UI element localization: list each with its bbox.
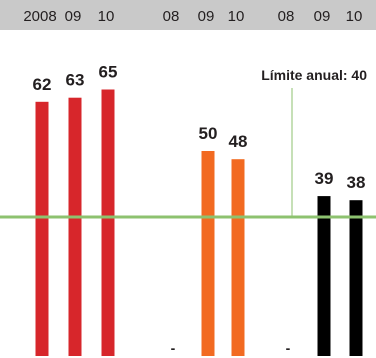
bar bbox=[35, 101, 49, 356]
bar bbox=[317, 196, 331, 356]
year-label: 10 bbox=[346, 8, 363, 25]
bar bbox=[101, 89, 115, 356]
year-label: 08 bbox=[278, 8, 295, 25]
bar bbox=[68, 97, 82, 356]
year-label: 09 bbox=[65, 8, 82, 25]
year-label: 10 bbox=[228, 8, 245, 25]
value-labels: 62 63 65 - 50 48 - 39 38 bbox=[33, 63, 366, 357]
value-label: 62 bbox=[33, 75, 52, 94]
year-label: 09 bbox=[314, 8, 331, 25]
value-label: 48 bbox=[229, 132, 248, 151]
bar bbox=[201, 151, 215, 356]
bar bbox=[231, 159, 245, 356]
annual-limit-label: Límite anual: 40 bbox=[261, 67, 367, 83]
header-band bbox=[0, 0, 376, 30]
value-label: 63 bbox=[66, 71, 85, 90]
year-label: 09 bbox=[198, 8, 215, 25]
year-label: 10 bbox=[98, 8, 115, 25]
year-labels: 2008 09 10 08 09 10 08 09 10 bbox=[23, 8, 362, 25]
bar bbox=[349, 200, 363, 356]
missing-value-label: - bbox=[286, 340, 291, 356]
value-label: 39 bbox=[315, 169, 334, 188]
year-label: 2008 bbox=[23, 8, 56, 25]
value-label: 38 bbox=[347, 173, 366, 192]
missing-value-label: - bbox=[171, 340, 176, 356]
year-label: 08 bbox=[163, 8, 180, 25]
value-label: 50 bbox=[199, 124, 218, 143]
bars bbox=[35, 89, 363, 356]
value-label: 65 bbox=[99, 63, 118, 82]
